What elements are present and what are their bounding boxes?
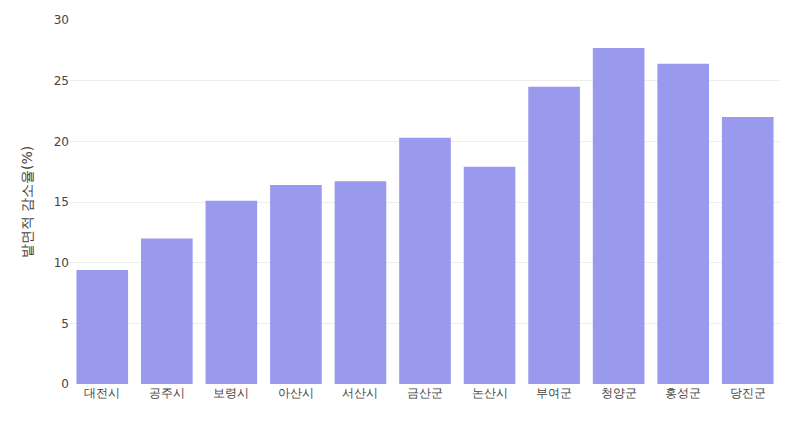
svg-text:부여군: 부여군 xyxy=(536,386,572,400)
svg-text:아산시: 아산시 xyxy=(278,386,314,400)
svg-text:20: 20 xyxy=(54,135,69,149)
svg-text:논산시: 논산시 xyxy=(472,386,508,400)
svg-text:청양군: 청양군 xyxy=(601,386,637,400)
svg-text:10: 10 xyxy=(54,256,69,270)
svg-text:보령시: 보령시 xyxy=(213,386,249,400)
svg-text:밭면적 감소율(%): 밭면적 감소율(%) xyxy=(19,146,35,259)
svg-text:당진군: 당진군 xyxy=(730,386,766,400)
svg-text:대전시: 대전시 xyxy=(84,386,120,400)
svg-text:금산군: 금산군 xyxy=(407,386,443,400)
svg-text:0: 0 xyxy=(61,377,69,391)
svg-text:25: 25 xyxy=(54,74,69,88)
svg-text:30: 30 xyxy=(54,13,69,27)
svg-text:홍성군: 홍성군 xyxy=(665,386,701,400)
svg-text:5: 5 xyxy=(61,317,69,331)
svg-text:공주시: 공주시 xyxy=(149,386,185,400)
svg-text:서산시: 서산시 xyxy=(342,386,378,400)
svg-text:15: 15 xyxy=(54,195,69,209)
